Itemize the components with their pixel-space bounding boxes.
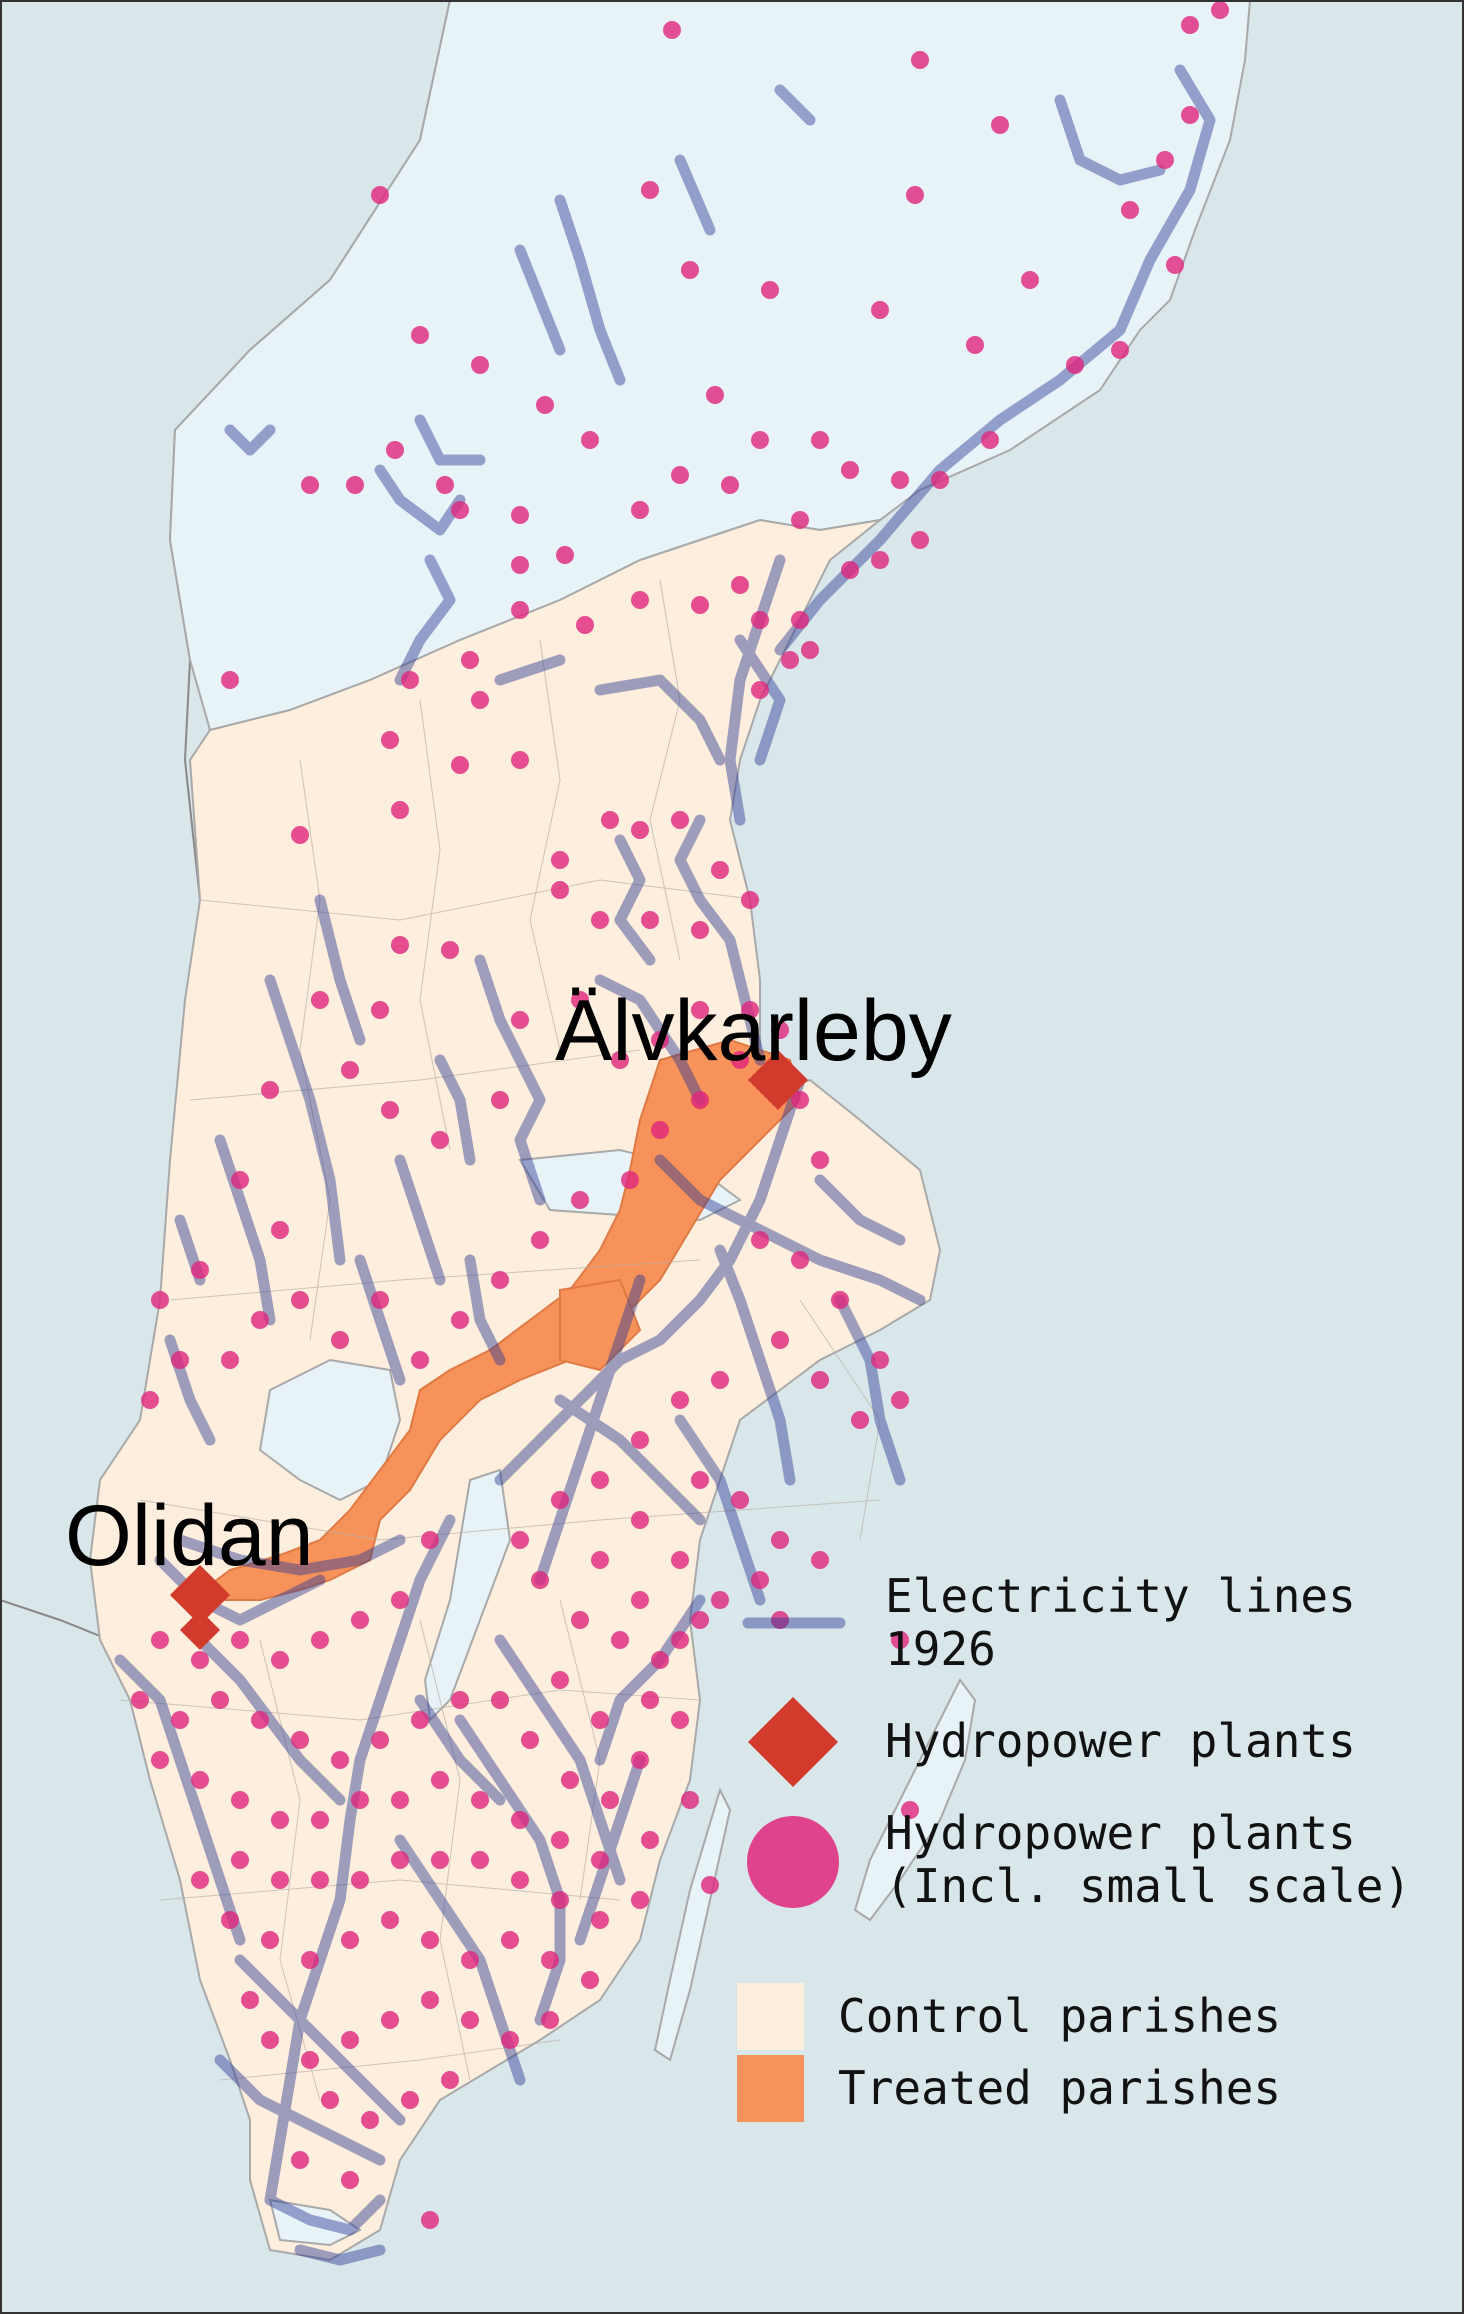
lake-southern bbox=[268, 2198, 362, 2247]
legend-diamond-icon bbox=[748, 1697, 838, 1787]
control-region bbox=[88, 518, 942, 2262]
legend-plants-label: Hydropower plants bbox=[885, 1714, 1356, 1768]
hydropower-plants bbox=[170, 1050, 808, 1650]
legend: Electricity lines 1926 Hydropower plants… bbox=[737, 1569, 1411, 2122]
legend-control-swatch bbox=[737, 1983, 804, 2050]
electricity-lines bbox=[114, 64, 1216, 2266]
place-label-alvkarleby: Älvkarleby bbox=[555, 983, 952, 1079]
legend-treated-swatch bbox=[737, 2055, 804, 2122]
legend-small-plants-label-2: (Incl. small scale) bbox=[885, 1859, 1411, 1913]
olidan-plant bbox=[170, 1565, 230, 1625]
oland-island bbox=[653, 1787, 732, 2062]
alvkarleby-plant bbox=[748, 1050, 808, 1110]
legend-lines-label-1: Electricity lines bbox=[885, 1569, 1356, 1623]
place-label-olidan: Olidan bbox=[65, 1488, 314, 1584]
legend-control-label: Control parishes bbox=[838, 1989, 1281, 2043]
lake-vattern bbox=[423, 1468, 512, 1723]
small-hydropower-plants bbox=[131, 1, 1229, 2229]
legend-lines-label-2: 1926 bbox=[885, 1622, 996, 1676]
gotland-island bbox=[853, 1678, 977, 1922]
legend-circle-icon bbox=[747, 1816, 839, 1908]
legend-treated-label: Treated parishes bbox=[838, 2061, 1281, 2115]
legend-small-plants-label-1: Hydropower plants bbox=[885, 1806, 1356, 1860]
treated-region bbox=[188, 1038, 802, 1622]
